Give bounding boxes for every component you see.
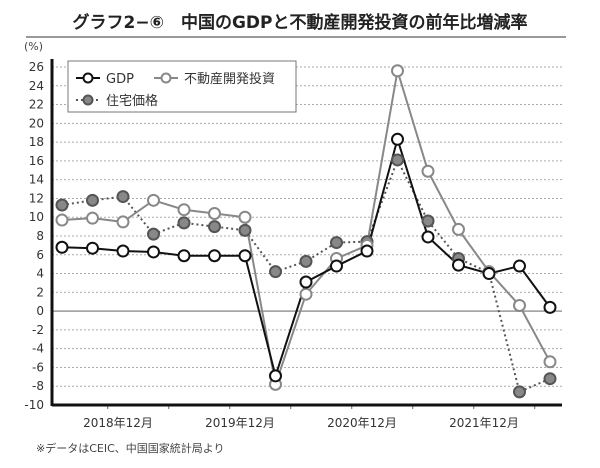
y-tick-label: 16 bbox=[29, 154, 44, 168]
data-point bbox=[177, 216, 191, 230]
data-point bbox=[116, 244, 130, 258]
x-tick-label: 2018年12月 bbox=[83, 416, 153, 430]
data-point bbox=[147, 245, 160, 259]
data-point bbox=[421, 230, 435, 244]
y-tick-label: 26 bbox=[29, 60, 44, 74]
data-point bbox=[513, 259, 526, 273]
y-tick-label: -2 bbox=[32, 323, 44, 337]
data-point bbox=[86, 193, 99, 207]
data-point bbox=[55, 198, 69, 212]
data-point bbox=[543, 300, 557, 314]
data-point bbox=[208, 220, 221, 234]
data-point bbox=[86, 241, 99, 255]
legend-box bbox=[67, 60, 297, 113]
y-tick-label: -6 bbox=[32, 360, 44, 374]
data-point bbox=[55, 240, 69, 254]
title-divider bbox=[26, 36, 566, 38]
y-axis-unit: (%) bbox=[24, 40, 44, 53]
y-tick-label: -4 bbox=[32, 342, 44, 356]
data-point bbox=[116, 190, 130, 204]
data-point bbox=[513, 385, 526, 399]
data-point bbox=[299, 287, 313, 301]
data-point bbox=[513, 298, 526, 312]
y-tick-label: 20 bbox=[29, 116, 44, 130]
y-tick-label: 24 bbox=[29, 79, 44, 93]
legend-label: GDP bbox=[106, 72, 134, 87]
legend-label: 住宅価格 bbox=[106, 93, 158, 109]
y-tick-label: 22 bbox=[29, 98, 44, 112]
legend-marker bbox=[82, 72, 94, 84]
x-tick-label: 2021年12月 bbox=[449, 416, 519, 430]
legend-label: 不動産開発投資 bbox=[184, 71, 275, 87]
data-point bbox=[391, 132, 404, 146]
y-tick-label: 12 bbox=[29, 191, 44, 205]
data-point bbox=[299, 254, 313, 268]
y-tick-label: 8 bbox=[36, 229, 44, 243]
y-tick-label: 6 bbox=[36, 248, 44, 262]
data-point bbox=[543, 372, 557, 386]
legend-marker bbox=[160, 72, 172, 84]
data-point bbox=[391, 64, 404, 78]
y-tick-label: -8 bbox=[32, 379, 44, 393]
data-point bbox=[360, 244, 374, 258]
source-footnote: ※データはCEIC、中国国家統計局より bbox=[36, 442, 225, 455]
data-point bbox=[269, 369, 282, 383]
y-tick-label: 10 bbox=[29, 210, 44, 224]
y-tick-label: 4 bbox=[36, 267, 44, 281]
data-point bbox=[208, 249, 221, 263]
data-point bbox=[208, 206, 221, 220]
data-point bbox=[330, 236, 343, 250]
data-point bbox=[86, 211, 99, 225]
data-point bbox=[55, 213, 69, 227]
data-point bbox=[452, 258, 465, 272]
data-point bbox=[482, 267, 496, 281]
data-point bbox=[238, 249, 252, 263]
y-tick-label: 0 bbox=[36, 304, 44, 318]
data-point bbox=[421, 214, 435, 228]
data-point bbox=[116, 215, 130, 229]
data-point bbox=[299, 275, 313, 289]
data-point bbox=[177, 249, 191, 263]
data-point bbox=[147, 193, 160, 207]
data-point bbox=[391, 153, 404, 167]
y-tick-label: 18 bbox=[29, 135, 44, 149]
data-point bbox=[421, 164, 435, 178]
x-tick-label: 2019年12月 bbox=[205, 416, 275, 430]
data-point bbox=[238, 223, 252, 237]
data-point bbox=[543, 355, 557, 369]
data-point bbox=[177, 203, 191, 217]
data-point bbox=[269, 265, 282, 279]
y-tick-label: -10 bbox=[24, 398, 44, 412]
chart-title: グラフ2−⑥ 中国のGDPと不動産開発投資の前年比増減率 bbox=[72, 13, 528, 33]
series-line-1 bbox=[61, 70, 551, 389]
data-point bbox=[147, 227, 160, 241]
legend-marker bbox=[82, 94, 94, 106]
x-tick-label: 2020年12月 bbox=[327, 416, 397, 430]
data-point bbox=[452, 222, 465, 236]
y-tick-label: 2 bbox=[36, 285, 44, 299]
y-tick-label: 14 bbox=[29, 173, 44, 187]
data-point bbox=[238, 210, 252, 224]
data-point bbox=[330, 259, 343, 273]
